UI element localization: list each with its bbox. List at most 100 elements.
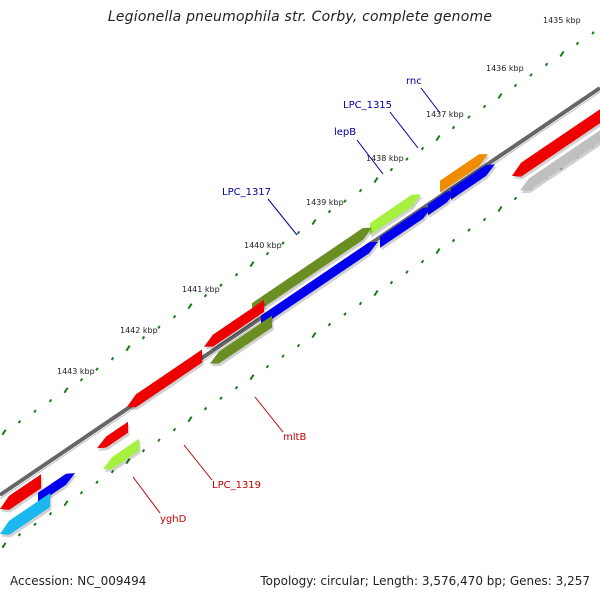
tick-mark xyxy=(219,396,223,400)
tick-mark xyxy=(265,251,270,256)
tick-label-1443: 1443 kbp xyxy=(57,367,95,376)
tick-mark xyxy=(249,261,255,268)
tick-mark xyxy=(33,409,37,414)
accession-text: Accession: NC_009494 xyxy=(10,574,147,588)
tick-mark xyxy=(281,241,285,245)
lpc1319-cds-body[interactable] xyxy=(127,349,202,408)
yghd-cds-body[interactable] xyxy=(103,438,139,470)
tick-mark xyxy=(17,419,22,424)
lpc1317-cds[interactable] xyxy=(261,241,380,330)
tick-label-1438: 1438 kbp xyxy=(366,154,404,163)
lpc1319-leader-line xyxy=(183,444,213,481)
feature-layer xyxy=(0,109,600,538)
lpc1317-olive[interactable] xyxy=(252,227,374,318)
gene-block-red-edge[interactable] xyxy=(512,109,600,180)
mltb-cds-body[interactable] xyxy=(210,315,272,364)
tick-mark xyxy=(219,283,223,287)
lpc1315-label[interactable]: LPC_1315 xyxy=(343,100,392,111)
tick-mark xyxy=(420,259,425,264)
lepb-label[interactable]: lepB xyxy=(334,127,356,138)
tick-mark xyxy=(497,92,503,100)
gene-block-red-edge-body[interactable] xyxy=(512,109,600,177)
lpc1317-leader-line xyxy=(267,198,298,236)
inner-tick-row xyxy=(1,144,595,549)
tick-mark xyxy=(327,209,332,214)
gene-block-e-body[interactable] xyxy=(0,474,41,510)
tick-mark xyxy=(172,314,177,319)
gene-block-f[interactable] xyxy=(0,493,52,538)
label-layer: 1435 kbp 1436 kbp 1437 kbp 1438 kbp 1439 kbp… xyxy=(57,16,581,525)
tick-mark xyxy=(311,332,317,339)
tick-mark xyxy=(110,469,115,474)
tick-mark xyxy=(157,438,161,442)
gene-block-grey-edge[interactable] xyxy=(520,130,600,193)
mltb-label[interactable]: mltB xyxy=(283,432,306,443)
yghd-label[interactable]: yghD xyxy=(160,514,187,525)
tick-label-1435: 1435 kbp xyxy=(543,16,581,25)
tick-label-1440: 1440 kbp xyxy=(244,241,282,250)
lepb-leader-line xyxy=(356,139,384,175)
tick-mark xyxy=(141,335,146,340)
tick-mark xyxy=(48,511,53,516)
tick-mark xyxy=(249,374,255,381)
gene-block-b[interactable] xyxy=(428,190,458,218)
tick-mark xyxy=(343,199,347,203)
tick-mark xyxy=(125,345,131,352)
gene-block-grey-edge-body[interactable] xyxy=(520,130,600,191)
tick-mark xyxy=(63,500,69,507)
tick-mark xyxy=(311,219,317,226)
gene-block-f-body[interactable] xyxy=(0,493,50,535)
lpc1315-cds[interactable] xyxy=(380,207,434,251)
rnc-label[interactable]: rnc xyxy=(406,76,422,87)
tick-mark xyxy=(405,270,409,274)
tick-mark xyxy=(451,125,456,130)
lpc1315-cds-body[interactable] xyxy=(380,207,432,248)
tick-mark xyxy=(358,188,363,193)
gene-block-a[interactable] xyxy=(451,164,497,203)
tick-mark xyxy=(544,62,549,67)
tick-mark xyxy=(187,303,193,310)
lpc1319-cds[interactable] xyxy=(127,349,204,410)
rnc-cds-body[interactable] xyxy=(440,154,488,193)
mltb-red[interactable] xyxy=(204,300,266,350)
tick-mark xyxy=(187,416,193,423)
lpc1317-cds-body[interactable] xyxy=(261,241,378,327)
tick-mark xyxy=(529,73,533,77)
tick-mark xyxy=(389,280,394,285)
lpc1317-olive-body[interactable] xyxy=(252,227,372,316)
lpc1319-label[interactable]: LPC_1319 xyxy=(212,480,261,491)
tick-mark xyxy=(467,228,471,232)
tick-mark xyxy=(281,354,285,358)
gene-block-d-body[interactable] xyxy=(97,421,128,449)
gene-block-e[interactable] xyxy=(0,474,43,513)
tick-mark xyxy=(405,157,409,161)
tick-mark xyxy=(234,272,239,277)
yghd-cds[interactable] xyxy=(103,438,141,472)
lpc1317-label[interactable]: LPC_1317 xyxy=(222,187,271,198)
mltb-cds[interactable] xyxy=(210,315,274,367)
tick-mark xyxy=(203,293,208,298)
outer-tick-row xyxy=(1,31,595,436)
tick-mark xyxy=(327,322,332,327)
tick-label-1441: 1441 kbp xyxy=(182,285,220,294)
tick-mark xyxy=(482,104,487,109)
tick-mark xyxy=(172,427,177,432)
tick-mark xyxy=(343,312,347,316)
tick-mark xyxy=(95,480,99,485)
lepb-cds[interactable] xyxy=(370,194,423,238)
rnc-cds[interactable] xyxy=(440,154,490,196)
gene-block-b-body[interactable] xyxy=(428,190,456,216)
tick-mark xyxy=(513,83,518,88)
tick-mark xyxy=(358,301,363,306)
map-title: Legionella pneumophila str. Corby, compl… xyxy=(107,9,493,25)
mltb-red-body[interactable] xyxy=(204,300,264,347)
tick-mark xyxy=(296,343,301,348)
tick-label-1442: 1442 kbp xyxy=(120,326,158,335)
gene-block-a-body[interactable] xyxy=(451,164,495,200)
tick-mark xyxy=(157,325,161,329)
tick-mark xyxy=(435,134,441,142)
tick-mark xyxy=(141,448,146,453)
gene-block-d[interactable] xyxy=(97,421,130,451)
lepb-cds-body[interactable] xyxy=(370,194,421,236)
tick-mark xyxy=(17,532,22,537)
